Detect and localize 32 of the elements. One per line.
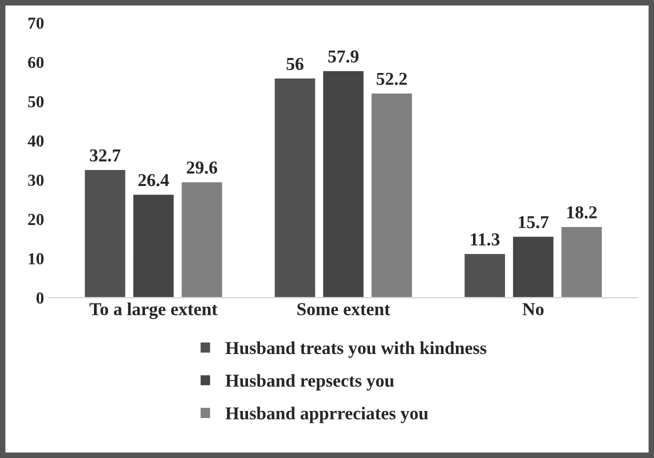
data-label: 57.9 <box>328 50 358 63</box>
bar <box>83 168 127 298</box>
x-tick-label: To a large extent <box>90 302 218 320</box>
bar <box>132 193 176 298</box>
data-label: 52.2 <box>376 72 407 86</box>
y-tick-label: 40 <box>28 135 44 147</box>
data-label: 11.3 <box>470 233 500 246</box>
legend-label: Husband repsects you <box>226 374 394 391</box>
legend-label: Husband treats you with kindness <box>226 341 486 358</box>
bar <box>370 92 414 298</box>
y-tick-label: 30 <box>28 174 44 186</box>
legend-label: Husband apprreciates you <box>226 406 428 424</box>
y-tick-label: 0 <box>36 292 44 304</box>
data-label: 15.7 <box>518 216 549 228</box>
x-tick-label: Some extent <box>297 303 390 316</box>
bar <box>463 252 506 298</box>
bar <box>322 70 365 298</box>
bar <box>273 77 317 298</box>
x-tick-label: No <box>522 303 544 316</box>
data-label: 18.2 <box>567 206 597 218</box>
data-label: 29.6 <box>186 162 218 174</box>
data-label: 32.7 <box>90 149 120 162</box>
y-tick-label: 60 <box>28 56 44 68</box>
bar <box>180 180 224 298</box>
y-tick-label: 20 <box>28 214 44 226</box>
y-tick-label: 50 <box>28 96 44 108</box>
data-label: 26.4 <box>138 174 169 186</box>
y-tick-label: 10 <box>28 253 44 264</box>
bar <box>512 235 555 298</box>
y-tick-label: 70 <box>28 18 44 29</box>
data-label: 56 <box>286 58 304 70</box>
bar <box>560 226 604 298</box>
